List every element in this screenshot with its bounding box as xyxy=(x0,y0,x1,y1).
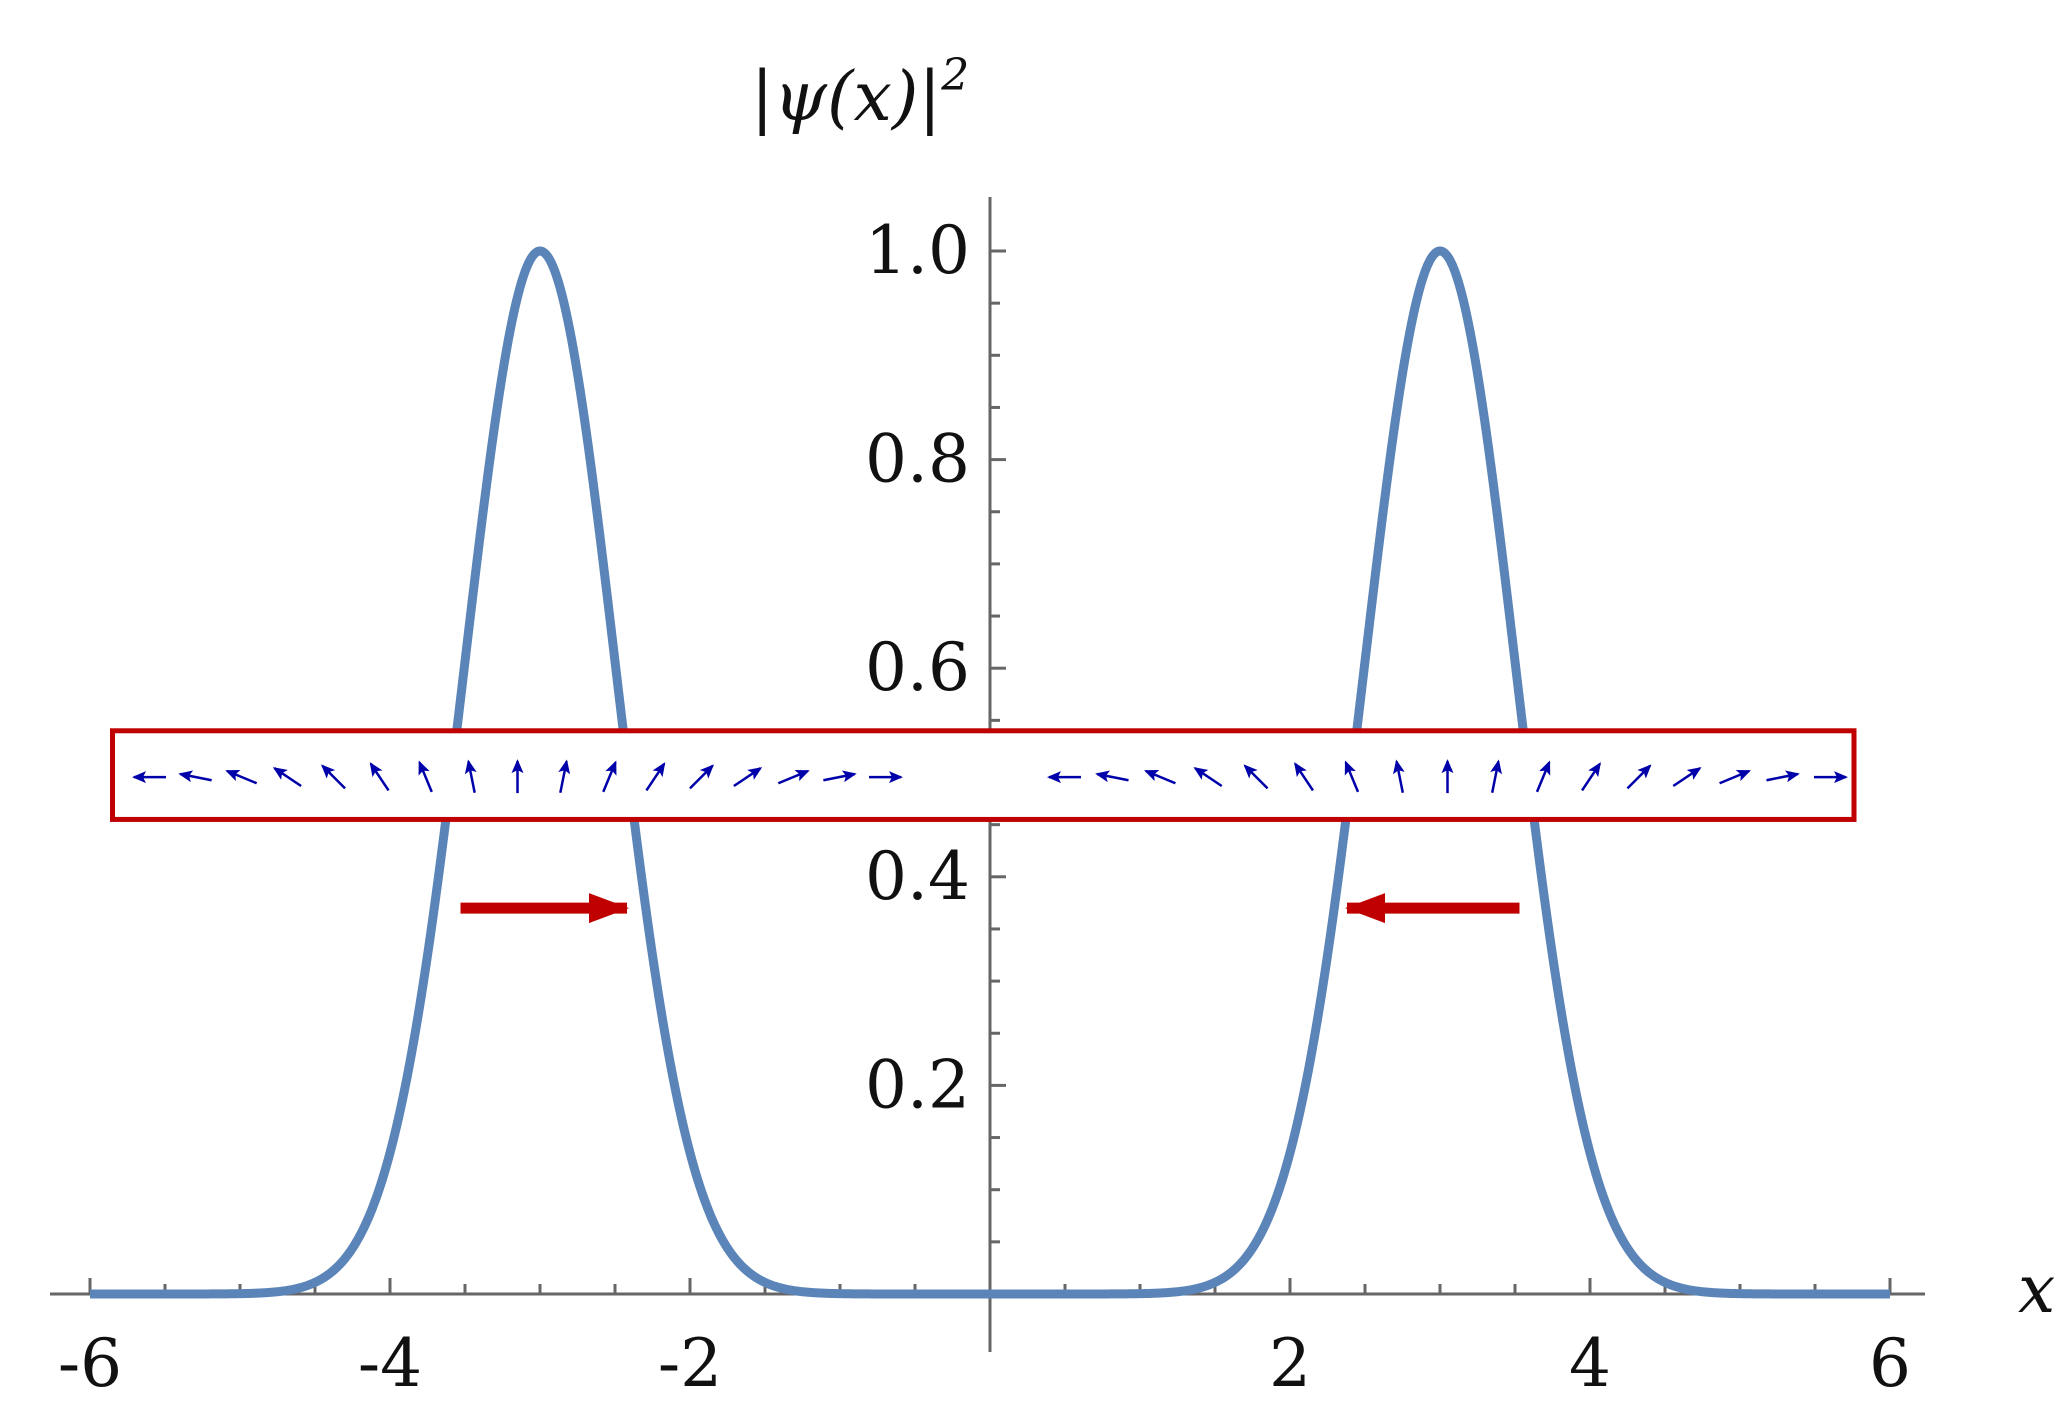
y-tick-label: 0.2 xyxy=(865,1046,970,1123)
spin-arrow xyxy=(1535,760,1551,793)
x-tick-label: -6 xyxy=(58,1325,122,1402)
x-tick-label: 2 xyxy=(1269,1325,1311,1402)
spin-arrow xyxy=(689,764,714,790)
spin-arrow xyxy=(1581,762,1601,792)
spin-arrow xyxy=(369,762,390,792)
y-tick-label: 0.4 xyxy=(865,838,970,915)
spin-arrow xyxy=(321,764,346,790)
spin-arrow xyxy=(1294,762,1314,792)
y-tick-label: 0.8 xyxy=(865,421,970,498)
spin-arrow xyxy=(178,770,212,783)
spin-arrow xyxy=(1626,764,1652,790)
x-tick-label: -2 xyxy=(658,1325,722,1402)
spin-arrow xyxy=(1193,767,1223,788)
x-tick-label: 6 xyxy=(1869,1325,1911,1402)
spin-arrow xyxy=(777,769,810,785)
spin-arrow xyxy=(733,767,763,788)
spin-arrow xyxy=(1095,770,1129,783)
spin-texture-box xyxy=(110,728,1857,822)
spin-arrow xyxy=(1672,767,1702,788)
y-axis-label: |ψ(x)|2 xyxy=(751,50,970,137)
spin-arrow xyxy=(272,767,302,788)
spin-arrow xyxy=(1393,759,1405,794)
spin-arrow xyxy=(1243,764,1269,790)
spin-arrow xyxy=(225,769,258,785)
x-axis-label: x xyxy=(2018,1251,2055,1328)
spin-arrow xyxy=(1766,770,1800,783)
spin-arrow xyxy=(464,759,477,794)
x-tick-label: 4 xyxy=(1569,1325,1611,1402)
spin-arrow xyxy=(1344,760,1360,793)
spin-arrow xyxy=(1719,769,1752,785)
spin-arrow xyxy=(418,760,433,793)
wavefunction-curve xyxy=(87,246,1893,1299)
x-tick-label: -4 xyxy=(358,1325,422,1402)
spin-arrow xyxy=(823,770,857,783)
spin-arrow xyxy=(645,762,666,792)
spin-arrow xyxy=(1143,769,1176,785)
spin-arrow xyxy=(602,760,617,793)
spin-arrow xyxy=(1490,759,1502,794)
y-tick-label: 1.0 xyxy=(865,212,970,289)
spin-arrow xyxy=(558,759,571,794)
y-tick-label: 0.6 xyxy=(865,629,970,706)
